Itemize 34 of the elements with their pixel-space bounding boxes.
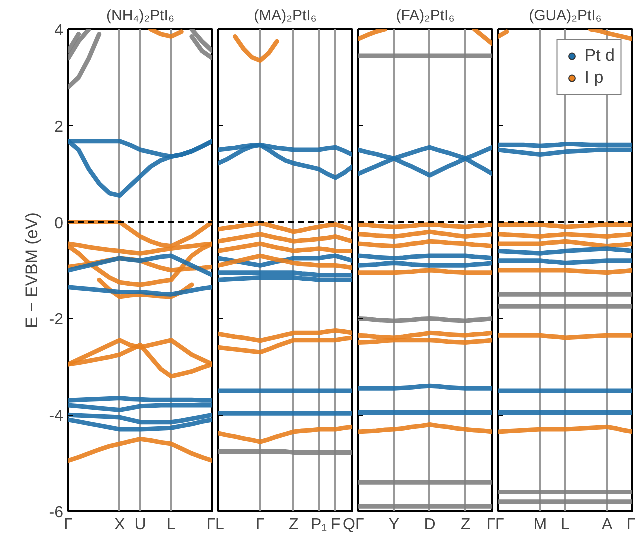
x-tick-label: Y <box>388 516 400 534</box>
chart-title: (NH₄)₂PtI₆ <box>106 8 175 24</box>
chart-title: (FA)₂PtI₆ <box>396 8 455 24</box>
chart-title: (GUA)₂PtI₆ <box>529 8 602 24</box>
y-tick-label: 4 <box>54 22 64 40</box>
chart-title: (MA)₂PtI₆ <box>254 8 317 24</box>
x-tick-label: Q <box>343 516 356 534</box>
x-tick-label: A <box>602 516 614 534</box>
y-tick-label: -6 <box>49 504 64 522</box>
x-tick-label: Γ <box>626 516 636 534</box>
x-tick-label: L <box>561 516 570 534</box>
x-tick-label: Γ <box>356 516 364 534</box>
y-axis-title: E − EVBM (eV) <box>22 212 42 328</box>
x-tick-label: P₁ <box>310 516 328 534</box>
x-tick-label: Γ <box>206 516 216 534</box>
x-tick-label: Γ <box>496 516 504 534</box>
x-tick-label: L <box>166 516 176 534</box>
y-tick-label: 2 <box>54 118 64 136</box>
legend-label: I p <box>584 68 605 88</box>
x-tick-label: Z <box>288 516 299 534</box>
x-tick-label: F <box>330 516 341 534</box>
y-tick-label: -2 <box>49 312 64 329</box>
x-tick-label: Γ <box>486 516 496 534</box>
x-tick-label: M <box>534 516 548 534</box>
y-tick-label: 0 <box>54 215 64 232</box>
x-tick-label: D <box>424 516 436 534</box>
x-tick-label: Z <box>460 516 471 534</box>
x-tick-label: Γ <box>64 516 74 534</box>
x-tick-label: Γ <box>256 516 265 534</box>
legend-label: Pt d <box>584 46 615 66</box>
x-tick-label: X <box>114 516 126 534</box>
x-tick-label: U <box>134 516 146 534</box>
x-tick-label: L <box>216 516 224 534</box>
y-tick-label: -4 <box>49 408 64 426</box>
